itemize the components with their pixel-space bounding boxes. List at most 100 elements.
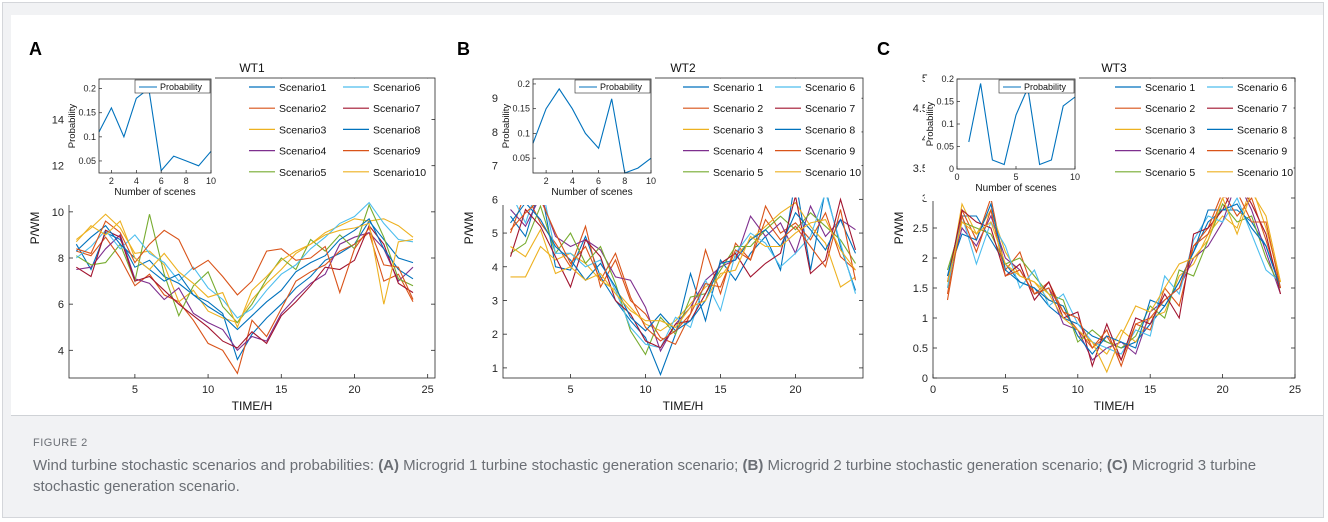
legend-entry-2: Scenario2 — [279, 103, 326, 115]
y-axis-label: P/WM — [28, 212, 42, 245]
legend-entry-4: Scenario 4 — [1145, 146, 1195, 158]
inset-x-tick-label: 8 — [184, 176, 189, 186]
x-tick-label: 10 — [1072, 384, 1084, 396]
inset-y-tick-label: 0.1 — [941, 119, 954, 129]
inset-x-tick-label: 2 — [109, 176, 114, 186]
inset-x-tick-label: 10 — [646, 176, 656, 186]
series-line-10 — [946, 190, 1282, 374]
legend-entry-3: Scenario 3 — [1145, 124, 1195, 136]
legend-entry-7: Scenario 7 — [805, 103, 855, 115]
legend-box — [676, 78, 862, 198]
y-tick-label: 5 — [922, 73, 928, 85]
caption-a-label: (A) — [378, 457, 400, 474]
series-line-10 — [510, 218, 856, 329]
series-line-7 — [509, 195, 857, 349]
series-line-2 — [509, 191, 856, 346]
inset-probability-line — [532, 87, 652, 174]
x-axis-label: TIME/H — [663, 399, 704, 413]
inset-background — [67, 77, 215, 205]
legend-entry-6: Scenario6 — [373, 82, 420, 94]
y-tick-label: 2.5 — [913, 223, 928, 235]
series-line-4 — [76, 231, 414, 352]
inset-legend-label: Probability — [1024, 82, 1067, 92]
legend-box — [242, 78, 432, 198]
caption-intro: Wind turbine stochastic scenarios and pr… — [33, 457, 379, 474]
inset-legend-label: Probability — [160, 82, 203, 92]
x-tick-label: 5 — [567, 384, 573, 396]
x-tick-label: 5 — [1002, 384, 1008, 396]
legend-entry-10: Scenario10 — [373, 167, 426, 179]
inset-background — [925, 77, 1079, 201]
series-group — [946, 178, 1282, 374]
figure-label: FIGURE 2 — [33, 437, 88, 449]
caption-a-text: Microgrid 1 turbine stochastic generatio… — [399, 457, 743, 474]
caption-c-text: Microgrid 3 turbine stochastic generatio… — [33, 457, 1257, 495]
inset-y-axis-label: Probability — [925, 102, 936, 147]
legend-entry-3: Scenario3 — [279, 124, 326, 136]
y-tick-label: 10 — [52, 207, 64, 219]
y-tick-label: 4 — [58, 345, 64, 357]
inset-y-tick-label: 0.2 — [517, 79, 530, 89]
inset-plot-area — [98, 78, 212, 174]
legend-entry-7: Scenario7 — [373, 103, 420, 115]
series-line-3 — [946, 184, 1282, 355]
legend-entry-6: Scenario 6 — [805, 82, 855, 94]
y-tick-label: 6 — [58, 299, 64, 311]
legend-entry-9: Scenario 9 — [1237, 146, 1287, 158]
panel-letter-a: A — [29, 39, 42, 59]
inset-probability-line — [98, 87, 212, 172]
y-tick-label: 7 — [492, 161, 498, 173]
inset-legend-label: Probability — [600, 82, 643, 92]
y-tick-label: 8 — [492, 127, 498, 139]
series-group — [509, 177, 857, 377]
inset-chart: 2 4 6 8 10 0.05 0.1 0.15 0.2 Number of scenes Prob… — [67, 77, 216, 205]
inset-x-tick-label: 10 — [1070, 172, 1080, 182]
legend-entry-4: Scenario 4 — [713, 146, 763, 158]
inset-y-axis-label: Probability — [67, 104, 78, 149]
legend-entry-2: Scenario 2 — [1145, 103, 1195, 115]
series-line-6 — [946, 196, 1281, 355]
legend-entry-1: Scenario 1 — [713, 82, 763, 94]
legend-entry-10: Scenario 10 — [1237, 167, 1293, 179]
y-tick-label: 1 — [922, 313, 928, 325]
y-tick-label: 5 — [492, 228, 498, 240]
inset-y-tick-label: 0 — [949, 164, 954, 174]
inset-x-tick-label: 2 — [544, 176, 549, 186]
x-tick-label: 25 — [1289, 384, 1301, 396]
inset-y-axis-label: Probability — [501, 104, 512, 149]
caption-b-label: (B) — [742, 457, 764, 474]
series-line-4 — [510, 194, 856, 353]
panel-letter-c: C — [877, 39, 890, 59]
inset-x-tick-label: 0 — [954, 172, 959, 182]
series-line-9 — [76, 220, 414, 300]
inset-plot-area — [532, 78, 652, 174]
y-tick-label: 3.5 — [913, 163, 928, 175]
legend-entry-5: Scenario 5 — [713, 167, 763, 179]
legend-entry-5: Scenario 5 — [1145, 167, 1195, 179]
inset-chart: 0 5 10 0 0.05 0.1 0.15 0.2 Number of scenes Proba… — [925, 74, 1080, 201]
legend-entry-1: Scenario 1 — [1145, 82, 1195, 94]
y-tick-label: 1.5 — [913, 283, 928, 295]
legend-entry-9: Scenario 9 — [805, 146, 855, 158]
inset-x-axis-label: Number of scenes — [975, 183, 1056, 194]
y-axis-label: P/WM — [892, 212, 906, 245]
caption-c-label: (C) — [1106, 457, 1128, 474]
legend-entry-6: Scenario 6 — [1237, 82, 1287, 94]
legend: Scenario1 Scenario2 Scenario3 Scenario4 Scen… — [242, 78, 432, 198]
x-tick-label: 10 — [639, 384, 651, 396]
x-tick-label: 20 — [348, 384, 360, 396]
y-tick-label: 3 — [492, 295, 498, 307]
x-tick-label: 20 — [789, 384, 801, 396]
legend: Scenario 1 Scenario 2 Scenario 3 Scenario 4… — [676, 78, 862, 198]
inset-x-tick-label: 6 — [596, 176, 601, 186]
x-tick-label: 15 — [1144, 384, 1156, 396]
legend-entry-8: Scenario8 — [373, 124, 420, 136]
y-tick-label: 3 — [922, 193, 928, 205]
series-line-7 — [76, 224, 414, 349]
y-tick-label: 4 — [492, 262, 498, 274]
series-line-9 — [510, 198, 857, 342]
x-tick-label: 25 — [422, 384, 434, 396]
inset-x-tick-label: 4 — [570, 176, 575, 186]
